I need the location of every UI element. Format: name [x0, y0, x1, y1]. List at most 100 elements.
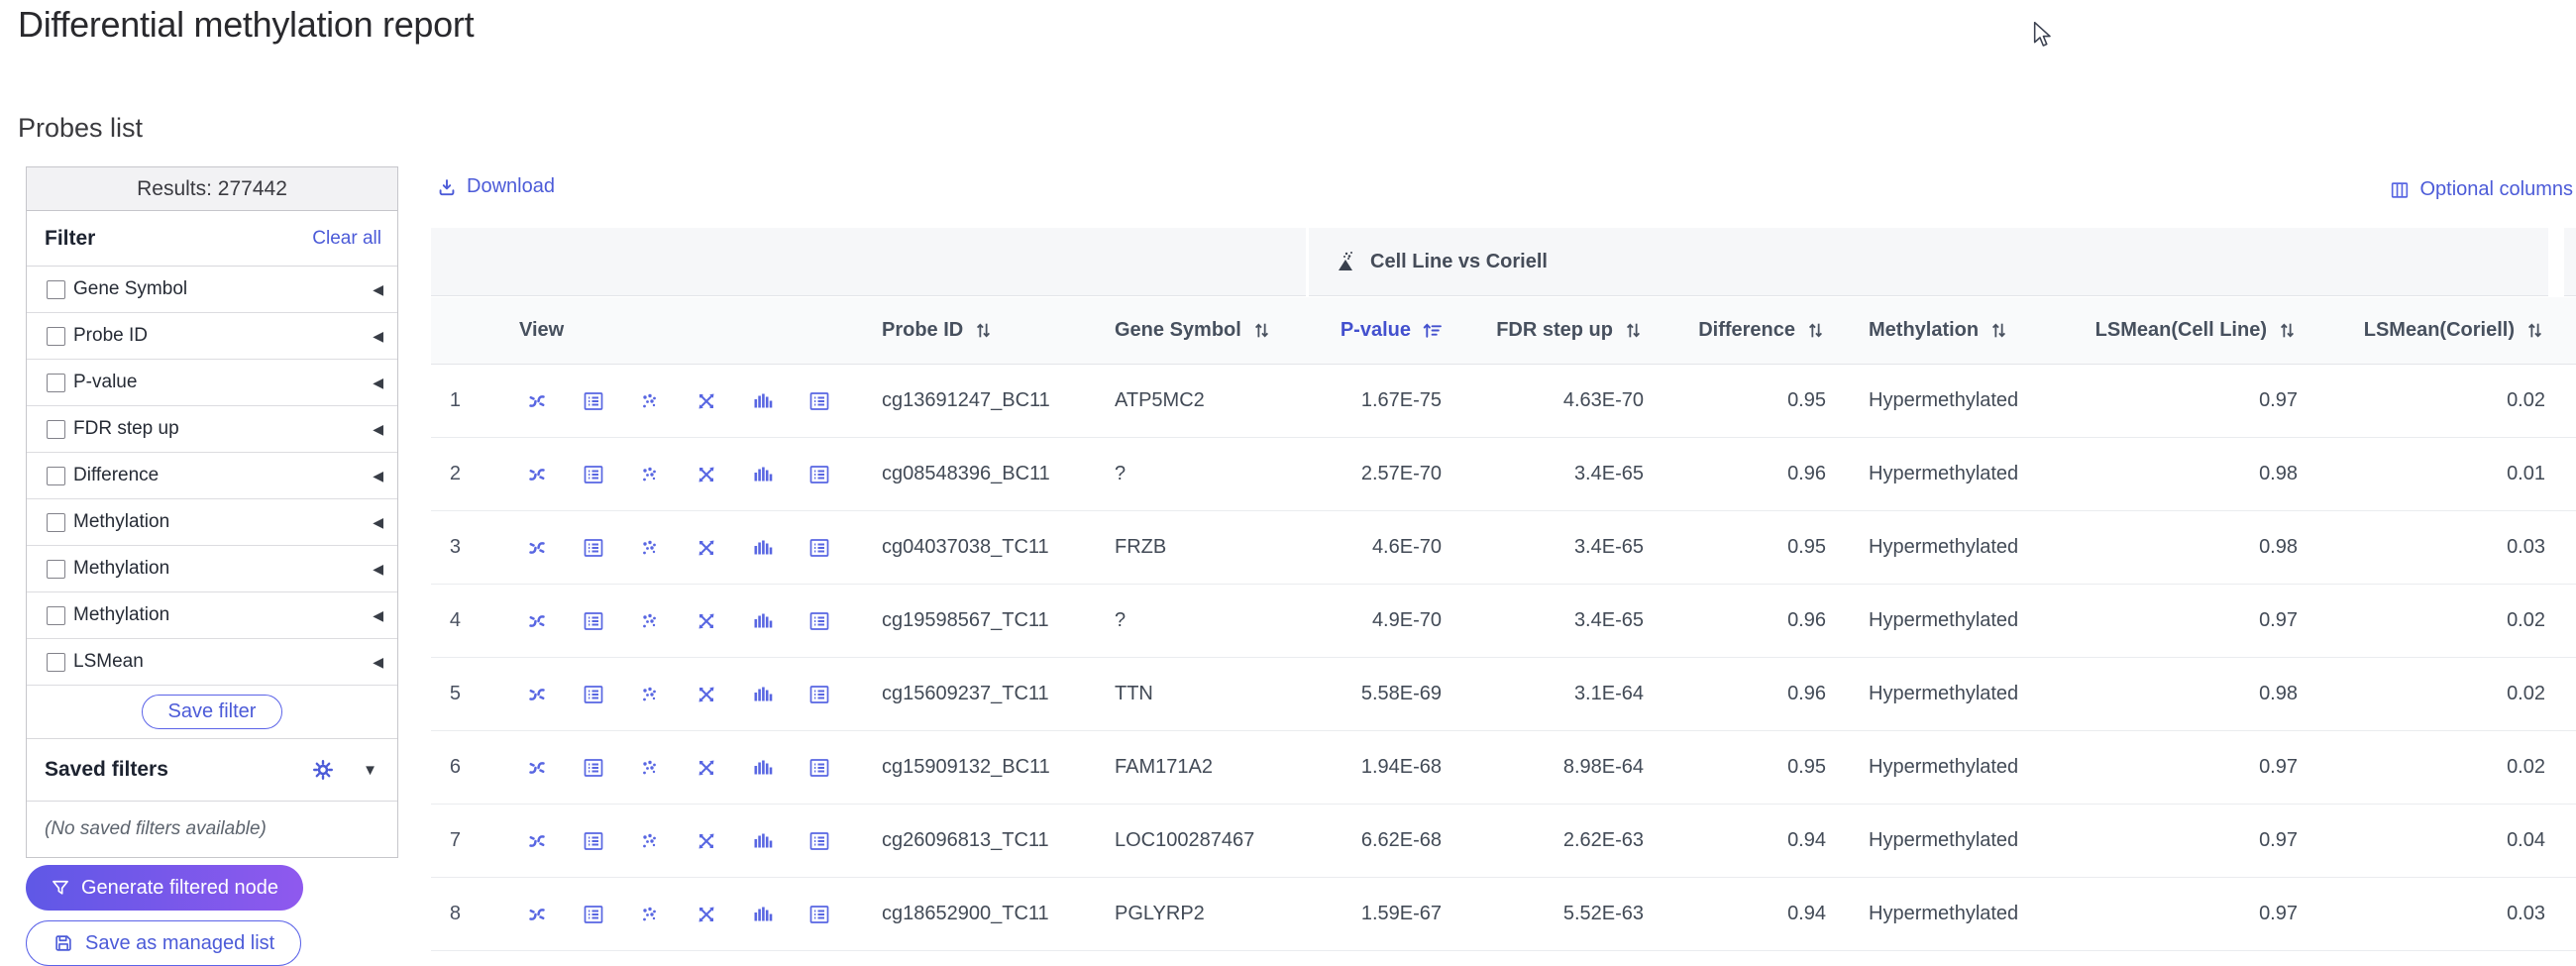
difference-header[interactable]: Difference [1650, 297, 1838, 364]
crossed-arrows-icon[interactable] [695, 609, 718, 633]
sort-icon[interactable] [1623, 320, 1644, 341]
collapse-arrow-icon[interactable]: ◀ [373, 421, 383, 437]
details-table-icon[interactable] [582, 903, 605, 926]
crossed-arrows-icon[interactable] [695, 903, 718, 926]
collapse-arrow-icon[interactable]: ◀ [373, 607, 383, 623]
report-list-icon[interactable] [807, 536, 831, 560]
sort-ascending-icon[interactable] [1421, 320, 1442, 341]
bar-chart-icon[interactable] [751, 683, 775, 706]
details-table-icon[interactable] [582, 683, 605, 706]
filter-checkbox[interactable] [47, 419, 65, 439]
save-as-managed-list-button[interactable]: Save as managed list [26, 920, 302, 966]
dot-plot-icon[interactable] [638, 463, 662, 486]
filter-checkbox[interactable] [47, 652, 65, 672]
bar-chart-icon[interactable] [751, 463, 775, 486]
chevron-down-icon[interactable]: ▼ [363, 761, 377, 779]
chromosome-view-icon[interactable] [525, 536, 549, 560]
filter-item[interactable]: Methylation ◀ [27, 546, 397, 592]
details-table-icon[interactable] [582, 609, 605, 633]
filter-checkbox[interactable] [47, 605, 65, 625]
dot-plot-icon[interactable] [638, 536, 662, 560]
filter-item[interactable]: Methylation ◀ [27, 592, 397, 639]
chromosome-view-icon[interactable] [525, 609, 549, 633]
lsmean-coriell-header[interactable]: LSMean(Coriell) [2304, 297, 2551, 364]
report-list-icon[interactable] [807, 683, 831, 706]
probe-id-header[interactable]: Probe ID [847, 297, 1090, 364]
crossed-arrows-icon[interactable] [695, 536, 718, 560]
crossed-arrows-icon[interactable] [695, 463, 718, 486]
bar-chart-icon[interactable] [751, 829, 775, 853]
crossed-arrows-icon[interactable] [695, 683, 718, 706]
optional-columns-link[interactable]: Optional columns [2389, 178, 2573, 201]
crossed-arrows-icon[interactable] [695, 756, 718, 780]
report-list-icon[interactable] [807, 389, 831, 413]
chromosome-view-icon[interactable] [525, 829, 549, 853]
filter-checkbox[interactable] [47, 512, 65, 532]
chromosome-view-icon[interactable] [525, 389, 549, 413]
dot-plot-icon[interactable] [638, 756, 662, 780]
details-table-icon[interactable] [582, 756, 605, 780]
filter-item[interactable]: P-value ◀ [27, 360, 397, 406]
details-table-icon[interactable] [582, 536, 605, 560]
methylation-header[interactable]: Methylation [1838, 297, 2066, 364]
collapse-arrow-icon[interactable]: ◀ [373, 561, 383, 577]
sort-icon[interactable] [1805, 320, 1826, 341]
clear-all-link[interactable]: Clear all [312, 227, 381, 249]
bar-chart-icon[interactable] [751, 609, 775, 633]
fdr-step-up-header[interactable]: FDR step up [1451, 297, 1650, 364]
download-link[interactable]: Download [436, 175, 555, 198]
filter-checkbox[interactable] [47, 559, 65, 579]
filter-item[interactable]: LSMean ◀ [27, 639, 397, 686]
sort-icon[interactable] [2277, 320, 2298, 341]
collapse-arrow-icon[interactable]: ◀ [373, 281, 383, 297]
bar-chart-icon[interactable] [751, 536, 775, 560]
chromosome-view-icon[interactable] [525, 683, 549, 706]
report-list-icon[interactable] [807, 609, 831, 633]
view-actions [476, 365, 847, 437]
collapse-arrow-icon[interactable]: ◀ [373, 468, 383, 483]
bar-chart-icon[interactable] [751, 389, 775, 413]
sort-icon[interactable] [2524, 320, 2545, 341]
details-table-icon[interactable] [582, 829, 605, 853]
details-table-icon[interactable] [582, 463, 605, 486]
filter-checkbox[interactable] [47, 373, 65, 392]
dot-plot-icon[interactable] [638, 389, 662, 413]
dot-plot-icon[interactable] [638, 903, 662, 926]
dot-plot-icon[interactable] [638, 829, 662, 853]
sort-icon[interactable] [1988, 320, 2009, 341]
bar-chart-icon[interactable] [751, 756, 775, 780]
chromosome-view-icon[interactable] [525, 756, 549, 780]
gene-symbol-header[interactable]: Gene Symbol [1090, 297, 1303, 364]
report-list-icon[interactable] [807, 463, 831, 486]
bar-chart-icon[interactable] [751, 903, 775, 926]
collapse-arrow-icon[interactable]: ◀ [373, 514, 383, 530]
report-list-icon[interactable] [807, 756, 831, 780]
sort-icon[interactable] [973, 320, 994, 341]
report-list-icon[interactable] [807, 829, 831, 853]
filter-checkbox[interactable] [47, 326, 65, 346]
save-filter-button[interactable]: Save filter [141, 695, 283, 729]
lsmean-cell-line-header[interactable]: LSMean(Cell Line) [2066, 297, 2304, 364]
filter-item[interactable]: Gene Symbol ◀ [27, 267, 397, 313]
report-list-icon[interactable] [807, 903, 831, 926]
details-table-icon[interactable] [582, 389, 605, 413]
gear-icon[interactable] [311, 758, 335, 782]
dot-plot-icon[interactable] [638, 609, 662, 633]
crossed-arrows-icon[interactable] [695, 829, 718, 853]
filter-item[interactable]: Difference ◀ [27, 453, 397, 499]
collapse-arrow-icon[interactable]: ◀ [373, 328, 383, 344]
generate-filtered-node-button[interactable]: Generate filtered node [26, 865, 304, 911]
crossed-arrows-icon[interactable] [695, 389, 718, 413]
dot-plot-icon[interactable] [638, 683, 662, 706]
p-value-header[interactable]: P-value [1303, 297, 1451, 364]
filter-checkbox[interactable] [47, 279, 65, 299]
filter-item[interactable]: Methylation ◀ [27, 499, 397, 546]
collapse-arrow-icon[interactable]: ◀ [373, 654, 383, 670]
filter-item[interactable]: Probe ID ◀ [27, 313, 397, 360]
chromosome-view-icon[interactable] [525, 903, 549, 926]
chromosome-view-icon[interactable] [525, 463, 549, 486]
collapse-arrow-icon[interactable]: ◀ [373, 375, 383, 390]
filter-item[interactable]: FDR step up ◀ [27, 406, 397, 453]
sort-icon[interactable] [1251, 320, 1272, 341]
filter-checkbox[interactable] [47, 466, 65, 485]
